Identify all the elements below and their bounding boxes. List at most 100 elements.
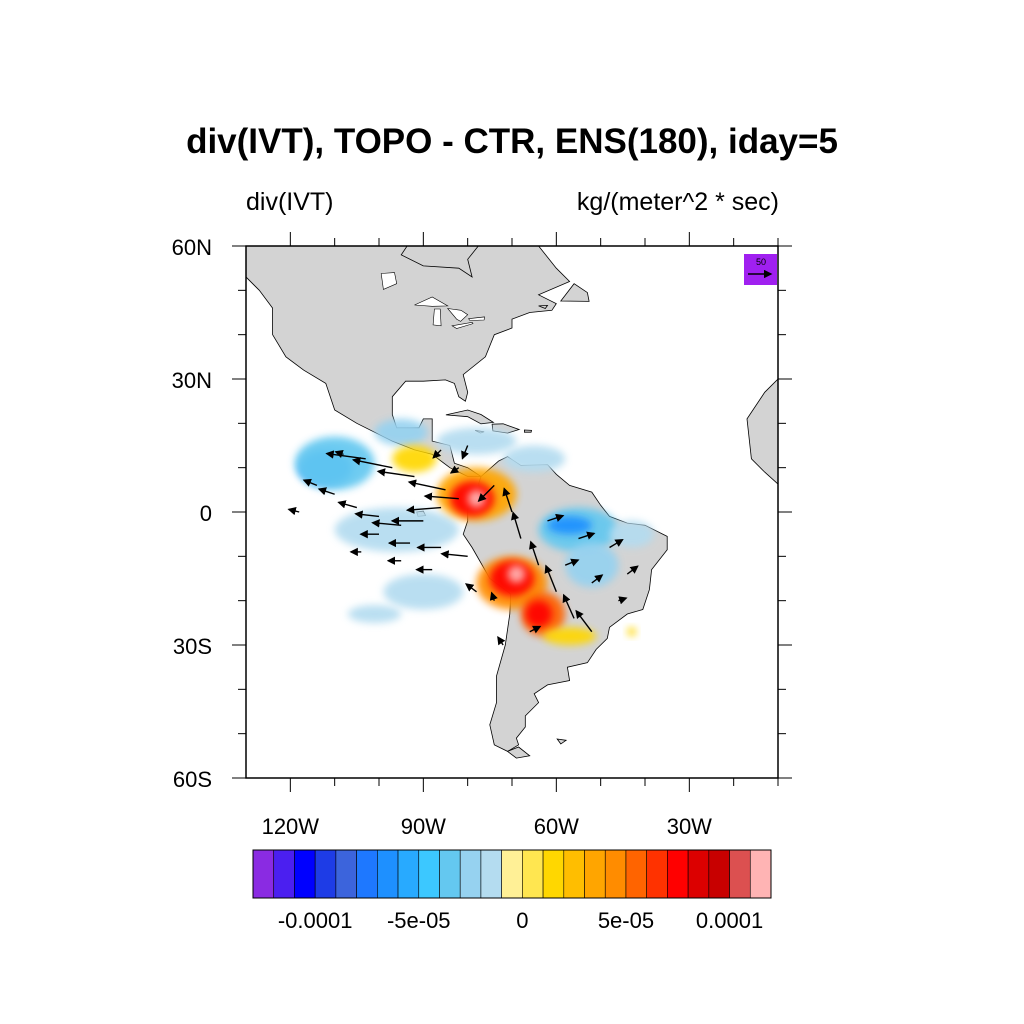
lake — [380, 272, 398, 290]
colorbar-swatch — [667, 849, 689, 899]
lon-tick-label: 90W — [401, 814, 446, 839]
divergence-field — [294, 418, 654, 646]
ivt-vector — [461, 445, 469, 460]
colorbar-swatch — [294, 849, 316, 899]
ivt-vector — [287, 507, 300, 516]
ivt-vector — [317, 487, 335, 496]
island — [559, 283, 590, 302]
ivt-vector — [497, 636, 506, 646]
ivt-vector — [575, 609, 593, 633]
ivt-vector — [371, 519, 402, 528]
ivt-vector — [502, 487, 513, 513]
ivt-vector — [609, 538, 624, 549]
colorbar-label: 0 — [516, 908, 528, 933]
lake — [414, 296, 449, 307]
divergence-cell — [436, 427, 517, 455]
reference-vector: 50 — [744, 254, 777, 285]
ivt-vectors — [287, 445, 639, 646]
lat-tick-label: 60S — [173, 767, 212, 792]
colorbar-swatch — [729, 849, 751, 899]
colorbar-swatch — [708, 849, 730, 899]
lon-tick-label: 60W — [534, 814, 579, 839]
colorbar-swatch — [584, 849, 606, 899]
colorbar-swatch — [459, 849, 482, 899]
ivt-vector — [334, 449, 344, 458]
figure-title: div(IVT), TOPO - CTR, ENS(180), iday=5 — [186, 122, 838, 161]
axis-ticks: 60N 30N 0 30S 60S 120W 90W 60W 30W — [172, 232, 792, 839]
ivt-vector — [529, 625, 542, 634]
divergence-cell — [347, 605, 402, 623]
land-baffin — [446, 193, 539, 235]
colorbar-swatch — [377, 849, 399, 899]
lat-tick-label: 60N — [172, 235, 212, 260]
ivt-vector — [440, 550, 468, 559]
colorbar-swatch — [356, 849, 378, 899]
colorbar-swatch — [563, 849, 585, 899]
ivt-vector — [405, 505, 442, 514]
colorbar-frame — [252, 849, 772, 899]
land-greenland — [499, 144, 734, 244]
island — [538, 304, 549, 309]
ivt-vector — [562, 593, 575, 619]
divergence-cell — [565, 543, 619, 588]
colorbar: -0.0001 -5e-05 0 5e-05 0.0001 — [252, 849, 772, 933]
ivt-vector — [618, 596, 628, 605]
ivt-vector — [477, 484, 495, 502]
colorbar-label: -5e-05 — [387, 908, 451, 933]
ivt-vector — [511, 511, 522, 539]
lon-tick-label: 30W — [667, 814, 712, 839]
divergence-cell — [543, 627, 597, 646]
lake — [308, 229, 335, 241]
colorbar-swatch — [273, 849, 295, 899]
reference-vector-label: 50 — [756, 257, 766, 267]
colorbar-label: -0.0001 — [278, 908, 353, 933]
lake — [451, 321, 474, 329]
colorbar-swatch — [439, 849, 461, 899]
ivt-vector — [591, 574, 604, 584]
colorbar-swatch — [252, 849, 275, 899]
ivt-vector — [449, 465, 460, 474]
divergence-cell — [525, 600, 552, 628]
island — [445, 409, 495, 425]
colorbar-swatch — [646, 849, 668, 899]
divergence-cell — [294, 436, 375, 490]
land-north-america — [246, 246, 571, 477]
ivt-vector — [376, 468, 415, 478]
divergence-cell — [383, 574, 464, 610]
ivt-vector — [564, 558, 580, 567]
colorbar-swatch — [604, 849, 627, 899]
lake — [432, 308, 442, 327]
colorbar-swatch — [625, 849, 647, 899]
ivt-vector — [423, 492, 459, 501]
divergence-cell — [627, 627, 637, 637]
lat-tick-label: 30S — [173, 634, 212, 659]
colorbar-swatch — [335, 849, 357, 899]
subtitle-variable: div(IVT) — [246, 188, 334, 216]
island — [524, 429, 532, 433]
ivt-vector — [529, 540, 540, 566]
colorbar-swatch — [314, 849, 337, 899]
colorbar-swatch — [397, 849, 420, 899]
ivt-vector — [337, 500, 358, 509]
ivt-vector — [489, 591, 498, 601]
divergence-cell — [334, 507, 459, 552]
divergence-cell — [467, 489, 486, 508]
colorbar-swatch — [522, 849, 544, 899]
colorbar-swatch — [418, 849, 440, 899]
land-africa — [746, 378, 778, 485]
lake — [268, 215, 299, 224]
colorbar-swatch — [749, 849, 772, 899]
ivt-vector — [547, 513, 565, 522]
reference-vector-box — [744, 254, 777, 285]
lat-tick-label: 0 — [200, 501, 212, 526]
divergence-cell — [507, 565, 526, 583]
island — [506, 746, 531, 759]
ivt-vector — [578, 531, 596, 540]
lat-tick-label: 30N — [172, 368, 212, 393]
ivt-vector — [407, 479, 446, 491]
colorbar-swatch — [480, 849, 502, 899]
ivt-vector — [302, 478, 318, 487]
ivt-vector — [626, 565, 639, 575]
divergence-cell — [503, 445, 566, 473]
